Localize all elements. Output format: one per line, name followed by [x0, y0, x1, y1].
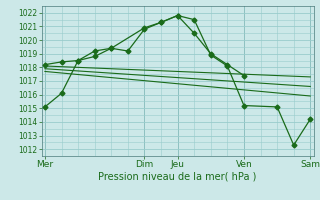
X-axis label: Pression niveau de la mer( hPa ): Pression niveau de la mer( hPa )	[99, 172, 257, 182]
